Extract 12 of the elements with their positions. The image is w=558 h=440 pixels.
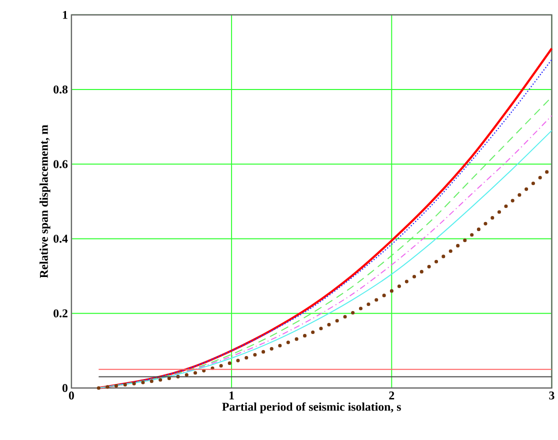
- y-tick-label: 0.2: [54, 310, 68, 318]
- x-tick-label: 3: [549, 392, 554, 400]
- y-tick-label: 0.4: [54, 234, 68, 243]
- x-tick-label: 2: [389, 392, 394, 400]
- x-axis-title: Partial period of seismic isolation, s: [222, 402, 401, 414]
- y-tick-label: 1: [62, 11, 68, 19]
- x-tick-label: 0: [68, 392, 74, 400]
- y-tick-label: 0.8: [54, 86, 68, 94]
- x-tick-label: 1: [230, 392, 234, 400]
- y-tick-label: 0: [62, 384, 68, 392]
- y-tick-label: 0.6: [54, 160, 68, 168]
- y-axis-title: Relative span displacement, m: [40, 125, 50, 278]
